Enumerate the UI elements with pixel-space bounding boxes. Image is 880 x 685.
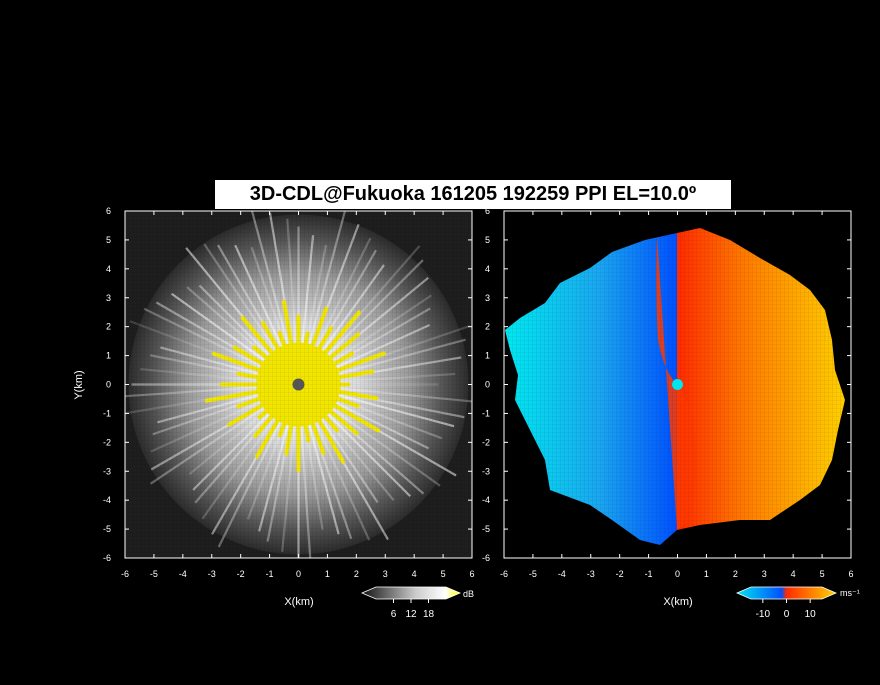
reflectivity-xtick-label: 5	[441, 569, 446, 579]
reflectivity-ytick-label: 0	[106, 380, 111, 390]
velocity-ytick-label: 6	[485, 206, 490, 216]
reflectivity-xtick-label: 1	[325, 569, 330, 579]
velocity-xtick-label: 0	[675, 569, 680, 579]
velocity-ytick-label: -6	[482, 553, 490, 563]
reflectivity-ytick-label: -4	[103, 495, 111, 505]
velocity-colorbar-bar	[735, 586, 838, 600]
velocity-axis-ticks: -6 -5 -4 -3 -2 -1 0 1 2 3 4 5 6 -6 -5 -4 -3 -2 -1 0 1 2 3 4 5 6	[482, 206, 854, 579]
velocity-ytick-label: 2	[485, 322, 490, 332]
colorbar-tick-label: 0	[784, 609, 790, 620]
velocity-ytick-label: 0	[485, 380, 490, 390]
reflectivity-colorbar: 6 12 18 dB	[360, 586, 474, 620]
reflectivity-ytick-label: -1	[103, 408, 111, 418]
reflectivity-xtick-label: 4	[412, 569, 417, 579]
velocity-xtick-label: -6	[500, 569, 508, 579]
colorbar-tick-label: 10	[805, 609, 817, 620]
velocity-xtick-label: -5	[529, 569, 537, 579]
velocity-ytick-label: -1	[482, 408, 490, 418]
velocity-ytick-label: 3	[485, 293, 490, 303]
reflectivity-ytick-label: -6	[103, 553, 111, 563]
velocity-xtick-label: -1	[645, 569, 653, 579]
reflectivity-ytick-label: 5	[106, 235, 111, 245]
velocity-ytick-label: -3	[482, 466, 490, 476]
velocity-xtick-label: 4	[791, 569, 796, 579]
velocity-ytick-label: 4	[485, 264, 490, 274]
reflectivity-radar-site-marker	[292, 378, 305, 391]
velocity-xtick-label: -3	[587, 569, 595, 579]
reflectivity-colorbar-bar	[360, 586, 462, 600]
colorbar-tick-label: 6	[391, 609, 397, 620]
reflectivity-xtick-label: -4	[179, 569, 187, 579]
reflectivity-ytick-label: 4	[106, 264, 111, 274]
reflectivity-ytick-label: 1	[106, 351, 111, 361]
reflectivity-colorbar-ticks: 6 12 18	[391, 599, 435, 620]
reflectivity-ytick-label: -2	[103, 437, 111, 447]
reflectivity-xtick-label: -6	[121, 569, 129, 579]
velocity-xtick-label: -4	[558, 569, 566, 579]
reflectivity-ytick-label: -5	[103, 524, 111, 534]
velocity-xtick-label: 6	[848, 569, 853, 579]
velocity-ytick-label: -2	[482, 437, 490, 447]
reflectivity-ytick-label: 2	[106, 322, 111, 332]
reflectivity-xtick-label: 0	[296, 569, 301, 579]
figure-title: 3D-CDL@Fukuoka 161205 192259 PPI EL=10.0…	[215, 180, 731, 209]
reflectivity-xtick-label: -5	[150, 569, 158, 579]
reflectivity-ylabel: Y(km)	[73, 370, 85, 399]
velocity-radar-site-marker	[672, 379, 683, 390]
velocity-xlabel: X(km)	[663, 596, 692, 608]
velocity-xtick-label: 2	[733, 569, 738, 579]
velocity-colorbar: -10 0 10 ms⁻¹	[735, 586, 860, 620]
velocity-ytick-label: 5	[485, 235, 490, 245]
velocity-xtick-label: 5	[820, 569, 825, 579]
reflectivity-xtick-label: 3	[383, 569, 388, 579]
reflectivity-colorbar-unit: dB	[463, 589, 474, 599]
reflectivity-ytick-label: -3	[103, 466, 111, 476]
colorbar-tick-label: 12	[405, 609, 417, 620]
velocity-xtick-label: 1	[704, 569, 709, 579]
velocity-ytick-label: -4	[482, 495, 490, 505]
reflectivity-xtick-label: -3	[208, 569, 216, 579]
colorbar-tick-label: 18	[423, 609, 435, 620]
reflectivity-axis-ticks: -6 -5 -4 -3 -2 -1 0 1 2 3 4 5 6 -6 -5 -4 -3 -2 -1 0 1 2 3 4 5 6	[103, 206, 475, 579]
colorbar-tick-label: -10	[756, 609, 771, 620]
reflectivity-ytick-label: 6	[106, 206, 111, 216]
reflectivity-xtick-label: -1	[266, 569, 274, 579]
reflectivity-xtick-label: 6	[469, 569, 474, 579]
reflectivity-xtick-label: 2	[354, 569, 359, 579]
reflectivity-ytick-label: 3	[106, 293, 111, 303]
velocity-ytick-label: -5	[482, 524, 490, 534]
velocity-colorbar-unit: ms⁻¹	[840, 588, 860, 598]
reflectivity-xlabel: X(km)	[284, 596, 313, 608]
velocity-ytick-label: 1	[485, 351, 490, 361]
velocity-xtick-label: 3	[762, 569, 767, 579]
velocity-xtick-label: -2	[616, 569, 624, 579]
reflectivity-xtick-label: -2	[237, 569, 245, 579]
velocity-colorbar-ticks: -10 0 10	[756, 599, 817, 620]
